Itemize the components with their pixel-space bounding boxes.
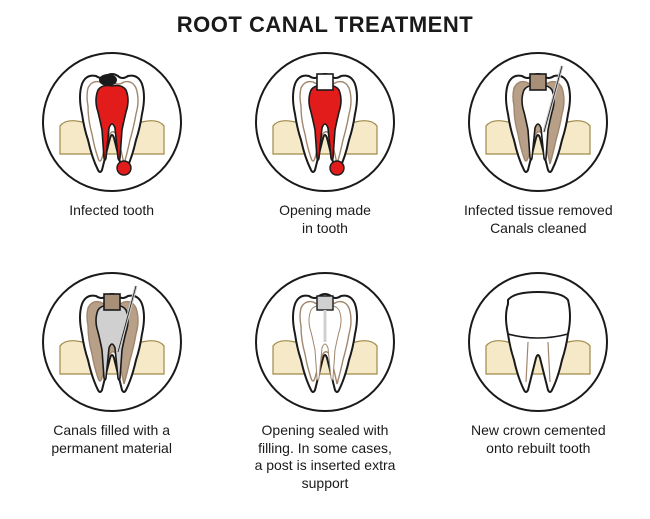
decay-spot [99,74,117,86]
step3-circle [468,52,608,192]
step3-caption: Infected tissue removedCanals cleaned [464,202,613,237]
step5: Opening sealed withfilling. In some case… [233,272,416,509]
step4: Canals filled with apermanent material [20,272,203,509]
step5-caption: Opening sealed withfilling. In some case… [255,422,396,492]
sealed-opening [317,296,333,310]
tooth-illustration [265,62,385,182]
step6: New crown cementedonto rebuilt tooth [447,272,630,509]
tooth-illustration [52,62,172,182]
tooth-outline [506,292,570,392]
step1: Infected tooth [20,52,203,254]
step2: Opening madein tooth [233,52,416,254]
steps-grid: Infected tooth Opening madein tooth Infect… [20,52,630,509]
access-opening [530,74,546,90]
abscess [117,161,131,175]
page-title: ROOT CANAL TREATMENT [177,12,473,38]
access-opening [317,74,333,90]
tooth-illustration [265,282,385,402]
step4-caption: Canals filled with apermanent material [51,422,172,457]
step5-circle [255,272,395,412]
step4-circle [42,272,182,412]
tooth-illustration [478,62,598,182]
tooth-illustration [478,282,598,402]
step6-circle [468,272,608,412]
step1-circle [42,52,182,192]
step2-circle [255,52,395,192]
tooth-illustration [52,282,172,402]
abscess [330,161,344,175]
step3: Infected tissue removedCanals cleaned [447,52,630,254]
step2-caption: Opening madein tooth [279,202,371,237]
step1-caption: Infected tooth [69,202,154,220]
step6-caption: New crown cementedonto rebuilt tooth [471,422,606,457]
access-opening [104,294,120,310]
